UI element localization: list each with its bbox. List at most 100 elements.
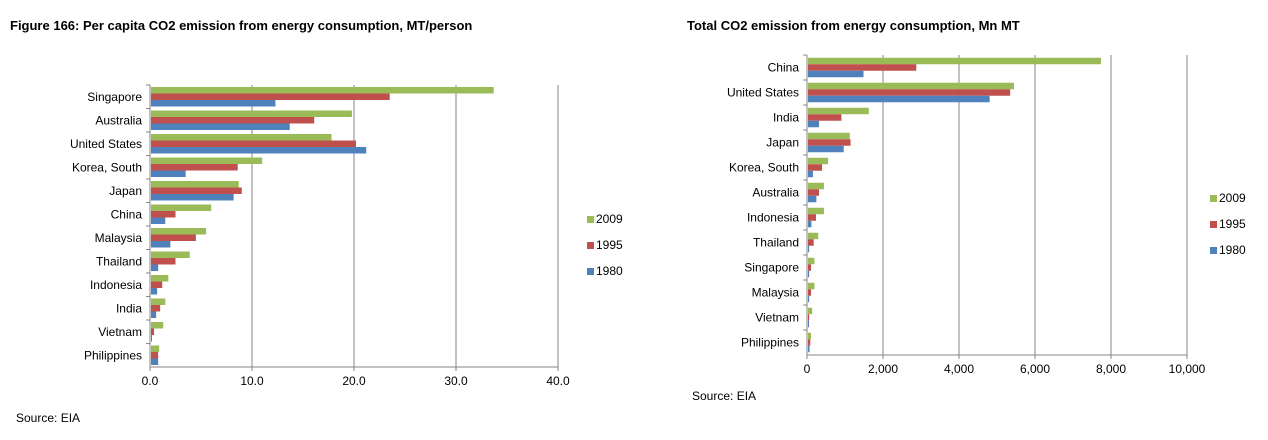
left-bar-malaysia-1995: [151, 234, 196, 241]
left-bar-malaysia-2009: [151, 228, 207, 235]
right-bar-vietnam-2009: [808, 307, 813, 315]
left-bar-indonesia-1995: [151, 281, 163, 288]
right-category-label-singapore: Singapore: [744, 261, 799, 275]
left-bar-india-2009: [151, 298, 166, 305]
left-bar-united-states-1980: [151, 147, 367, 154]
right-category-label-vietnam: Vietnam: [755, 311, 799, 325]
left-bar-korea-south-2009: [151, 157, 263, 164]
left-bar-china-1980: [151, 217, 166, 224]
left-x-tick-label: 0.0: [142, 374, 159, 388]
right-bar-united-states-2009: [808, 82, 1014, 90]
right-bar-vietnam-1980: [808, 320, 809, 328]
right-category-label-india: India: [773, 111, 799, 125]
left-category-label-vietnam: Vietnam: [98, 325, 142, 339]
right-bar-china-2009: [808, 57, 1101, 65]
left-bar-vietnam-1995: [151, 328, 155, 335]
left-bar-korea-south-1995: [151, 164, 238, 171]
right-legend-label-1980: 1980: [1219, 243, 1246, 257]
left-category-label-philippines: Philippines: [84, 348, 142, 362]
right-bar-thailand-1995: [808, 239, 814, 246]
left-category-label-australia: Australia: [95, 113, 142, 127]
right-bar-china-1995: [808, 64, 917, 71]
right-x-tick-label: 4,000: [944, 362, 974, 376]
right-category-label-australia: Australia: [752, 186, 799, 200]
right-bar-singapore-1995: [808, 264, 812, 271]
right-category-label-korea-south: Korea, South: [729, 161, 799, 175]
right-legend-label-1995: 1995: [1219, 217, 1246, 231]
left-legend-swatch-1995: [587, 242, 594, 249]
right-bar-japan-1980: [808, 145, 844, 153]
right-category-label-malaysia: Malaysia: [752, 286, 800, 300]
left-bar-australia-1980: [151, 123, 290, 130]
right-bar-philippines-2009: [808, 332, 812, 340]
right-x-tick-label: 0: [804, 362, 811, 376]
left-category-label-united-states: United States: [70, 137, 142, 151]
left-x-tick-label: 10.0: [240, 374, 264, 388]
left-bar-singapore-1995: [151, 93, 390, 100]
left-bar-japan-2009: [151, 181, 239, 188]
left-bar-thailand-1980: [151, 264, 159, 271]
left-x-tick-label: 20.0: [342, 374, 366, 388]
right-category-label-united-states: United States: [727, 86, 799, 100]
left-bar-india-1980: [151, 311, 157, 318]
right-bar-malaysia-2009: [808, 282, 815, 290]
right-source-note: Source: EIA: [692, 389, 757, 403]
left-category-label-indonesia: Indonesia: [90, 278, 142, 292]
right-x-tick-label: 10,000: [1169, 362, 1206, 376]
right-x-tick-label: 6,000: [1020, 362, 1050, 376]
left-category-label-korea-south: Korea, South: [72, 160, 142, 174]
right-legend-swatch-1995: [1210, 221, 1217, 228]
right-bar-thailand-1980: [808, 245, 810, 253]
left-bar-korea-south-1980: [151, 170, 186, 177]
right-bar-china-1980: [808, 70, 864, 78]
left-bar-japan-1995: [151, 187, 242, 194]
right-category-label-philippines: Philippines: [741, 336, 799, 350]
right-bar-japan-1995: [808, 139, 851, 146]
right-category-label-indonesia: Indonesia: [747, 211, 799, 225]
left-bar-philippines-2009: [151, 345, 160, 352]
left-chart-title: Figure 166: Per capita CO2 emission from…: [10, 18, 473, 33]
left-legend-label-2009: 2009: [596, 212, 623, 226]
right-legend-swatch-1980: [1210, 247, 1217, 254]
right-bar-australia-2009: [808, 182, 824, 190]
right-bar-united-states-1995: [808, 89, 1011, 96]
left-bar-australia-1995: [151, 117, 315, 124]
left-bar-australia-2009: [151, 110, 352, 117]
right-chart-title: Total CO2 emission from energy consumpti…: [687, 18, 1020, 33]
right-bar-singapore-2009: [808, 257, 815, 265]
left-bar-china-1995: [151, 211, 176, 218]
left-bar-singapore-2009: [151, 87, 494, 94]
left-bar-thailand-2009: [151, 251, 190, 258]
left-bar-japan-1980: [151, 194, 234, 201]
right-category-label-china: China: [768, 61, 800, 75]
right-bar-india-2009: [808, 107, 869, 115]
right-bar-indonesia-2009: [808, 207, 824, 215]
left-legend-swatch-1980: [587, 268, 594, 275]
left-source-note: Source: EIA: [16, 411, 81, 425]
right-bar-australia-1980: [808, 195, 817, 203]
left-bar-china-2009: [151, 204, 212, 211]
left-bar-indonesia-1980: [151, 288, 158, 295]
left-category-label-china: China: [111, 207, 143, 221]
left-bar-india-1995: [151, 305, 161, 312]
left-category-label-malaysia: Malaysia: [95, 231, 143, 245]
left-bar-singapore-1980: [151, 100, 276, 107]
left-bar-malaysia-1980: [151, 241, 171, 248]
right-bar-philippines-1995: [808, 339, 811, 346]
right-bar-united-states-1980: [808, 95, 990, 103]
right-x-tick-label: 2,000: [868, 362, 898, 376]
left-bar-indonesia-2009: [151, 275, 169, 282]
right-bar-indonesia-1995: [808, 214, 816, 221]
left-category-label-japan: Japan: [109, 184, 142, 198]
right-bar-thailand-2009: [808, 232, 819, 240]
right-bar-india-1980: [808, 120, 820, 128]
left-bar-philippines-1995: [151, 352, 159, 359]
left-x-tick-label: 40.0: [546, 374, 570, 388]
right-bar-malaysia-1980: [808, 295, 810, 303]
left-category-label-thailand: Thailand: [96, 254, 142, 268]
left-x-tick-label: 30.0: [444, 374, 468, 388]
right-bar-korea-south-1980: [808, 170, 813, 178]
left-bar-philippines-1980: [151, 358, 159, 365]
